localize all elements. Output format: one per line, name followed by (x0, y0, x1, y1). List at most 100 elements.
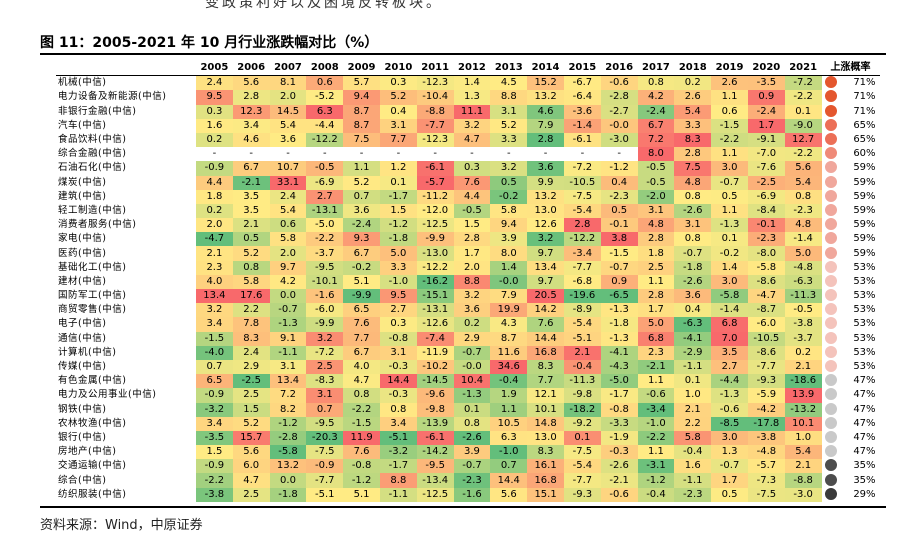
return-cell: - (359, 148, 364, 160)
rise-probability: 59% (853, 176, 876, 188)
return-cell: -14.2 (416, 445, 454, 460)
return-cell: -2.9 (674, 345, 712, 360)
return-cell: -6.5 (600, 289, 638, 304)
return-cell: 3.0 (711, 274, 748, 289)
probability-dot-icon (824, 374, 837, 387)
return-cell: 5.6 (784, 161, 822, 176)
return-cell: -1.0 (637, 416, 675, 431)
return-cell: -1.5 (600, 246, 638, 261)
return-cell: - (580, 148, 585, 160)
return-cell: - (506, 148, 511, 160)
return-cell: -13.4 (416, 473, 454, 488)
return-cell: 0.3 (379, 75, 417, 91)
rise-probability: 47% (853, 403, 876, 415)
sector-name: 电力及公用事业(中信) (58, 389, 157, 401)
return-cell: -2.1 (637, 359, 675, 375)
return-cell: 2.7 (306, 189, 344, 204)
rise-probability: 35% (853, 474, 876, 486)
return-cell: -13.9 (416, 416, 454, 431)
return-cell: 8.3 (527, 445, 564, 460)
probability-dot-icon (824, 76, 837, 89)
return-cell: -0.0 (453, 359, 491, 375)
return-cell: 1.7 (637, 303, 675, 318)
return-cell: 14.5 (269, 104, 307, 119)
return-cell: 5.4 (674, 104, 712, 119)
return-cell: -6.9 (747, 189, 785, 204)
return-cell: 13.2 (527, 189, 564, 204)
top-text-fragment: 变政策利好以及困境反转板块。 (205, 0, 443, 11)
probability-dot-icon (824, 189, 837, 202)
table-row: 计算机(中信) -4.0 2.4 -1.1 -7.2 6.7 3.1 -11.9 -0.7 11.… (56, 345, 880, 360)
return-cell: -9.5 (306, 416, 344, 431)
return-cell: -0.7 (600, 260, 638, 275)
return-cell: -12.2 (563, 232, 601, 247)
probability-dot-icon (824, 274, 837, 287)
probability-dot-cell (822, 161, 840, 175)
return-cell: 8.0 (490, 246, 528, 261)
return-cell: -0.7 (453, 345, 491, 360)
return-cell: 2.1 (196, 246, 233, 261)
return-cell: 1.1 (490, 402, 528, 417)
return-cell: -0.3 (379, 388, 417, 403)
table-row: 家电(中信) -4.7 0.5 5.8 -2.2 9.3 -1.8 -9.9 2.8 3.9 3.2… (56, 232, 880, 247)
return-cell: 3.8 (600, 232, 638, 247)
return-cell: 1.1 (711, 90, 748, 105)
table-row: 综合(中信) -2.2 4.7 0.0 -7.7 -1.2 8.8 -13.4 -2.3 14.4… (56, 473, 880, 488)
return-cell: 4.7 (343, 374, 380, 389)
return-cell: 2.2 (674, 416, 712, 431)
sector-name: 电力设备及新能源(中信) (58, 91, 167, 103)
rise-probability: 53% (853, 318, 876, 330)
return-cell: -2.6 (453, 430, 491, 446)
figure-title: 图 11：2005-2021 年 10 月行业涨跌幅对比（%） (40, 35, 379, 51)
probability-dot-icon (824, 416, 837, 429)
return-cell: 0.1 (563, 430, 601, 446)
probability-dot-icon (824, 161, 837, 174)
return-cell: -0.7 (711, 459, 748, 474)
table-row: 农林牧渔(中信) 3.4 5.2 -1.2 -9.5 -1.5 3.4 -13.9 0.8 10.… (56, 416, 880, 431)
return-cell: -1.3 (269, 317, 307, 332)
return-cell: -4.7 (747, 289, 785, 304)
return-cell: -0.6 (637, 388, 675, 403)
probability-dot-icon (824, 445, 837, 458)
return-cell: -0.7 (674, 246, 712, 261)
rise-probability: 53% (853, 261, 876, 273)
probability-dot-cell (822, 445, 840, 459)
rise-probability: 59% (853, 247, 876, 259)
return-cell: 0.8 (637, 75, 675, 91)
return-cell: -1.3 (711, 388, 748, 403)
header-year: 2017 (637, 61, 675, 77)
return-cell: 9.5 (379, 289, 417, 304)
return-cell: 6.3 (306, 104, 344, 119)
probability-dot-icon (824, 487, 837, 500)
table-row: 轻工制造(中信) 0.2 3.5 5.4 -13.1 3.6 1.5 -12.0 -0.5 5.8… (56, 203, 880, 219)
return-cell: -6.1 (563, 132, 601, 148)
return-cell: 2.5 (232, 487, 270, 502)
return-cell: 1.0 (784, 430, 822, 446)
sector-name: 食品饮料(中信) (58, 134, 127, 146)
probability-dot-cell (822, 147, 840, 161)
return-cell: 13.2 (527, 90, 564, 105)
probability-dot-icon (824, 175, 837, 188)
header-year: 2015 (563, 61, 601, 77)
return-cell: -2.3 (453, 473, 491, 488)
return-cell: 2.8 (563, 218, 601, 233)
return-cell: 2.0 (196, 218, 233, 233)
return-cell: -12.5 (416, 218, 454, 233)
table-row: 基础化工(中信) 2.3 0.8 9.7 -9.5 -0.2 3.3 -12.2 2.0 1.4 1… (56, 260, 880, 275)
return-cell: 1.5 (453, 218, 491, 233)
return-cell: -2.3 (600, 189, 638, 204)
return-cell: -6.9 (306, 175, 344, 190)
return-cell: 2.6 (674, 90, 712, 105)
return-cell: 7.6 (453, 175, 491, 190)
return-cell: 7.7 (379, 132, 417, 148)
return-cell: 2.0 (269, 90, 307, 105)
rise-probability: 47% (853, 446, 876, 458)
return-cell: 3.5 (711, 345, 748, 360)
return-cell: -1.3 (453, 388, 491, 403)
return-cell: 13.0 (527, 203, 564, 219)
return-cell: 7.0 (711, 331, 748, 346)
return-cell: 0.3 (379, 317, 417, 332)
return-cell: 9.7 (269, 260, 307, 275)
return-cell: -8.8 (416, 104, 454, 119)
return-cell: -3.8 (784, 317, 822, 332)
